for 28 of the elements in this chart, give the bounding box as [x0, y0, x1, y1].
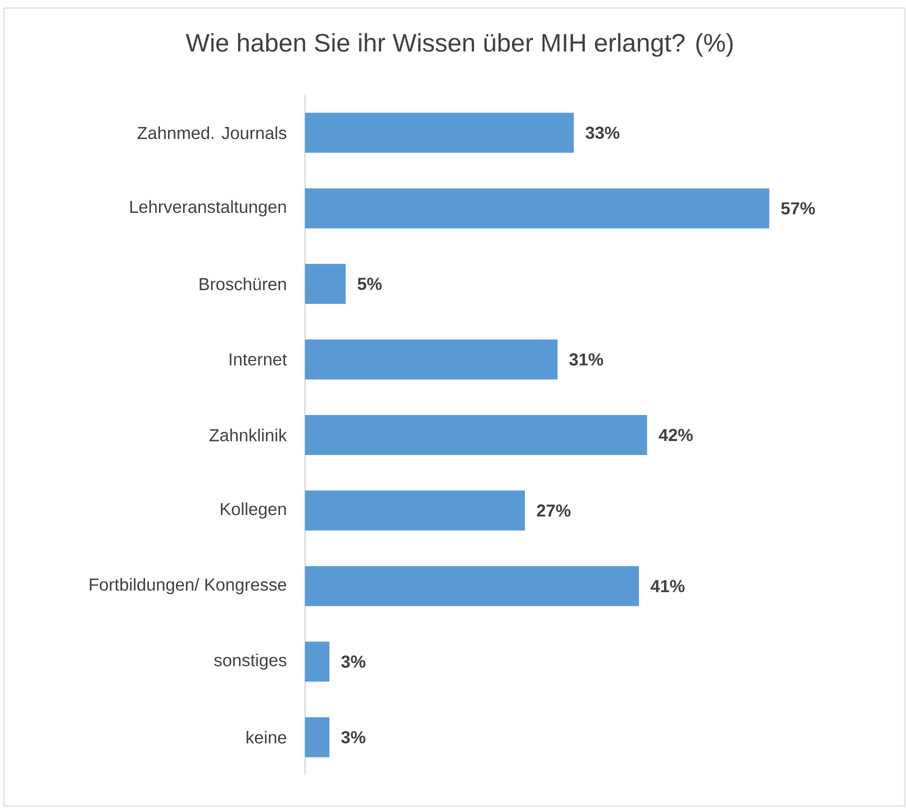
y-tick-label: Zahnmed. Journals: [138, 126, 286, 140]
data-label: 41%: [650, 580, 685, 592]
y-tick-label: sonstiges: [214, 654, 286, 670]
data-label: 42%: [658, 428, 693, 442]
y-tick-label: Internet: [230, 353, 287, 366]
bar: [305, 717, 330, 758]
bar: [305, 264, 346, 304]
data-label: 3%: [341, 656, 366, 668]
y-tick-label: Lehrveranstaltungen: [130, 200, 286, 216]
y-tick-label: Broschüren: [200, 278, 286, 290]
y-tick-label: Fortbildungen/ Kongresse: [90, 578, 286, 594]
data-label: 3%: [341, 731, 366, 744]
bar: [305, 415, 648, 455]
bar: [305, 188, 770, 228]
y-tick-label: Kollegen: [220, 502, 286, 519]
bar: [305, 339, 558, 380]
bar: [305, 112, 574, 153]
data-label: 27%: [536, 504, 571, 517]
bar: [305, 566, 639, 606]
y-tick-label: keine: [246, 730, 286, 744]
bar: [305, 490, 525, 531]
data-label: 33%: [586, 126, 620, 139]
bar: [305, 642, 330, 682]
data-label: 5%: [358, 278, 382, 290]
data-label: 57%: [781, 202, 815, 214]
data-label: 31%: [569, 353, 604, 366]
y-tick-label: Zahnklinik: [209, 428, 287, 442]
chart-title: Wie haben Sie ihr Wissen über MIH erlangt? (%): [186, 33, 733, 57]
